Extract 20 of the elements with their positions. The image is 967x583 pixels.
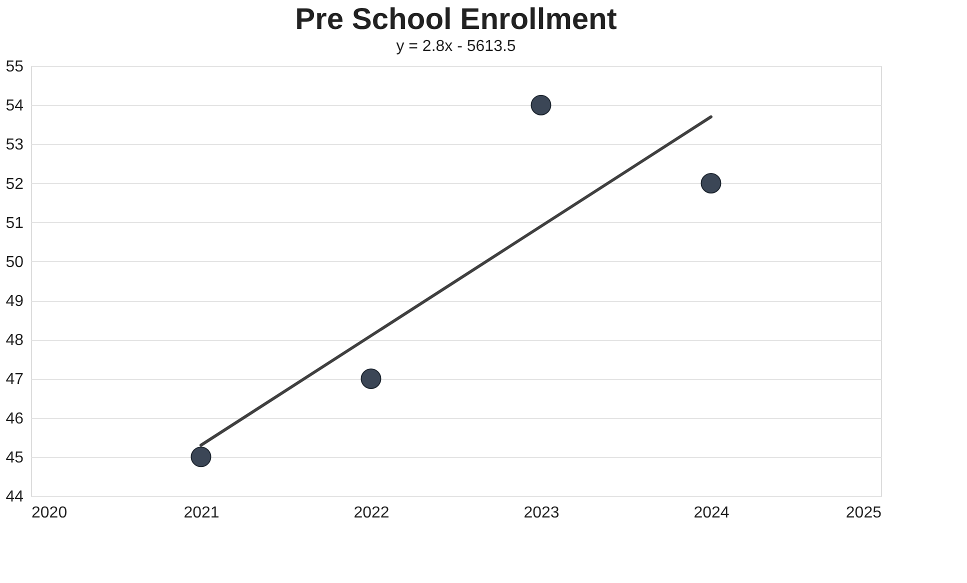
x-tick-label: 2021	[184, 504, 220, 522]
y-tick-label: 47	[6, 371, 24, 388]
y-tick-label: 51	[6, 214, 24, 232]
chart-title: Pre School Enrollment	[295, 3, 617, 36]
y-tick-label: 53	[6, 136, 24, 154]
x-tick-label: 2023	[524, 504, 560, 522]
y-tick-label: 46	[6, 410, 24, 428]
y-tick-label: 45	[6, 449, 24, 466]
y-tick-label: 50	[6, 254, 24, 271]
y-tick-label: 48	[6, 332, 24, 350]
y-tick-label: 55	[6, 58, 24, 76]
y-tick-label: 44	[6, 488, 24, 506]
x-tick-label: 2024	[694, 504, 730, 522]
chart-subtitle: y = 2.8x - 5613.5	[396, 38, 516, 55]
x-tick-label: 2025	[846, 504, 882, 522]
x-tick-label: 2020	[32, 504, 68, 522]
y-tick-label: 54	[6, 98, 24, 115]
y-tick-label: 49	[6, 293, 24, 310]
y-tick-label: 52	[6, 176, 24, 193]
x-tick-label: 2022	[354, 504, 390, 522]
